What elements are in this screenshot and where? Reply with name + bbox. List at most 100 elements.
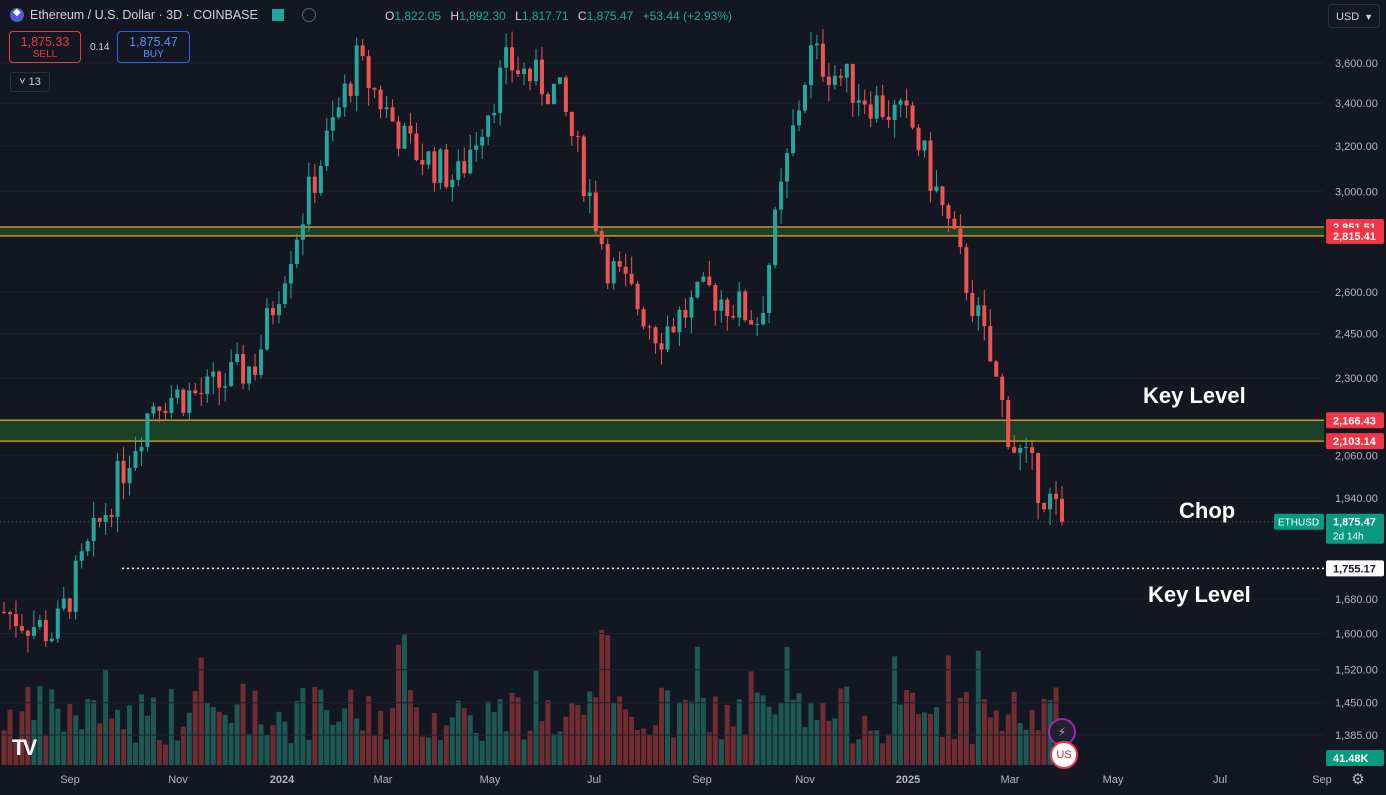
volume-bar — [730, 726, 736, 765]
candle-body — [611, 261, 616, 284]
us-flag-icon[interactable]: US — [1050, 741, 1078, 769]
candle-body — [522, 68, 527, 74]
volume-bar — [712, 696, 718, 765]
volume-bar — [473, 732, 479, 765]
candle-body — [761, 313, 766, 325]
candle-body — [599, 231, 604, 245]
candle-body — [456, 161, 461, 180]
volume-bar — [204, 702, 210, 765]
candle-body — [946, 205, 951, 219]
close-value: 1,875.47 — [586, 9, 634, 23]
volume-bar — [55, 708, 61, 765]
candle-body — [874, 95, 879, 119]
tag-last-price-bg — [1326, 513, 1384, 544]
volume-bar — [330, 724, 336, 765]
buy-button[interactable]: 1,875.47 BUY — [117, 31, 190, 63]
volume-bar — [999, 730, 1005, 765]
volume-bar — [736, 699, 742, 765]
spread-value: 0.14 — [90, 42, 110, 53]
volume-bar — [844, 686, 850, 765]
volume-bar — [138, 694, 144, 765]
candle-body — [1042, 502, 1047, 510]
candle-body — [229, 361, 234, 387]
time-tick-label: Jul — [1213, 774, 1227, 786]
volume-bar — [820, 702, 826, 765]
volume-bar — [25, 686, 31, 765]
volume-bar — [419, 736, 425, 765]
flag-icon[interactable] — [271, 9, 284, 21]
candle-body — [372, 88, 377, 90]
candle-body — [755, 324, 760, 326]
candle-body — [133, 451, 138, 469]
candle-body — [169, 397, 174, 413]
price-tick-label: 3,400.00 — [1335, 98, 1378, 110]
zone-0 — [0, 226, 1324, 236]
eye-icon[interactable] — [301, 8, 316, 22]
tag-1755-bg — [1326, 560, 1384, 577]
volume-bar — [569, 702, 575, 765]
indicators-toggle[interactable]: ˅ 13 — [10, 72, 50, 92]
volume-bar — [246, 733, 252, 765]
support-resistance-zones — [0, 62, 1324, 736]
candle-body — [695, 281, 700, 298]
price-tick-label: 3,200.00 — [1335, 141, 1378, 153]
volume-bar — [963, 692, 969, 765]
gear-icon[interactable]: ⚙ — [1351, 771, 1365, 788]
candle-body — [175, 389, 180, 398]
candle-body — [396, 121, 401, 149]
ethereum-logo-icon — [10, 7, 24, 22]
candle-body — [73, 560, 78, 612]
candle-body — [37, 619, 42, 627]
candle-body — [294, 239, 299, 265]
volume-bar — [635, 729, 641, 765]
candle-body — [1030, 447, 1035, 454]
volume-bar — [79, 729, 85, 765]
tradingview-logo-icon[interactable]: TV — [12, 735, 37, 760]
volume-bar — [425, 737, 431, 765]
candle-body — [247, 366, 252, 384]
candle-body — [713, 285, 718, 311]
volume-bar — [485, 701, 491, 765]
time-tick-label: 2025 — [896, 774, 920, 786]
candle-body — [157, 406, 162, 411]
candle-body — [785, 153, 790, 182]
candle-body — [127, 468, 132, 484]
candle-body — [318, 166, 323, 193]
volume-bar — [467, 715, 473, 765]
candle-body — [749, 320, 754, 325]
candle-body — [199, 393, 204, 395]
volume-bar — [748, 671, 754, 765]
candle-body — [533, 59, 538, 82]
volume-bar — [676, 702, 682, 765]
candle-body — [205, 376, 210, 394]
volume-bar — [180, 726, 186, 765]
volume-bar — [413, 707, 419, 765]
sell-button[interactable]: 1,875.33 SELL — [9, 31, 81, 63]
candle-body — [994, 361, 999, 377]
candle-body — [988, 326, 993, 362]
candle-body — [259, 349, 264, 375]
volume-bar — [312, 687, 318, 765]
volume-bar — [252, 690, 258, 765]
symbol-title[interactable]: Ethereum / U.S. Dollar · 3D · COINBASE — [30, 8, 258, 22]
candle-body — [408, 125, 413, 134]
candle-body — [557, 77, 562, 84]
candle-body — [802, 85, 807, 111]
candle-body — [312, 176, 317, 193]
candle-body — [677, 309, 682, 333]
volume-bar — [551, 734, 557, 765]
candle-body — [928, 140, 933, 191]
candle-body — [31, 626, 36, 636]
candle-body — [964, 247, 969, 293]
volume-bar — [916, 714, 922, 765]
candle-body — [934, 186, 939, 191]
candle-body — [581, 136, 586, 197]
candle-body — [193, 390, 198, 394]
volume-bar — [868, 730, 874, 765]
candle-body — [91, 518, 96, 542]
time-tick-label: Jul — [587, 774, 601, 786]
candle-body — [432, 151, 437, 183]
candle-body — [55, 608, 60, 639]
currency-select[interactable]: USD ▼ — [1328, 4, 1380, 28]
